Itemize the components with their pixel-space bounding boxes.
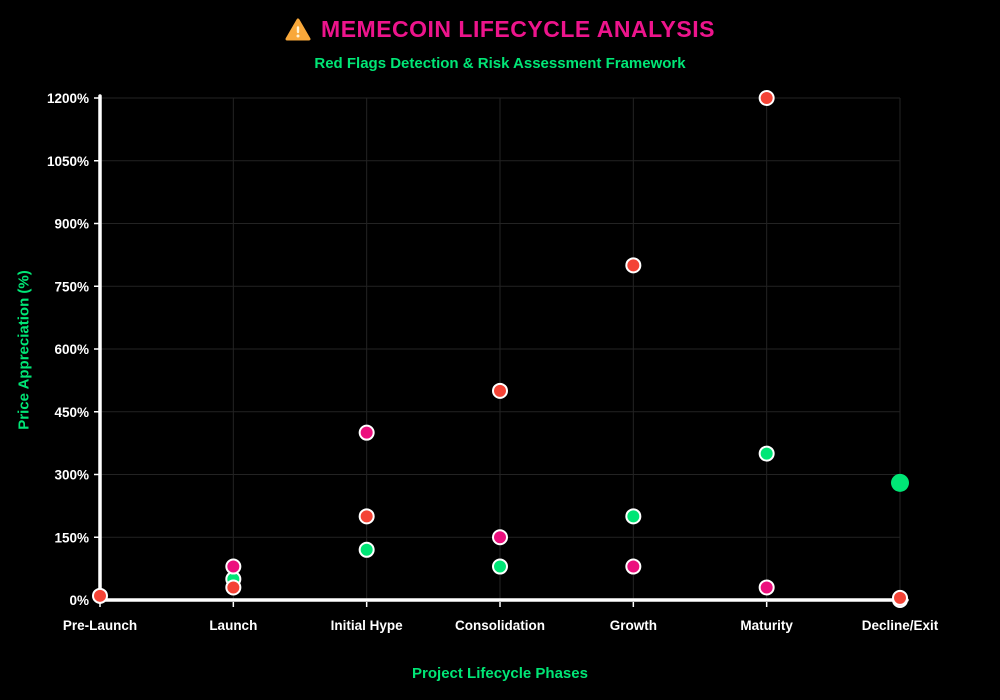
y-tick-label: 450% [54,405,89,420]
red-dots-point [758,90,775,106]
y-tick-label: 300% [54,468,89,483]
x-tick-label: Launch [209,618,257,633]
magenta-dots-point [758,579,775,596]
green-dots-point [625,508,642,525]
y-tick-label: 750% [54,279,89,294]
y-tick-label: 600% [54,342,89,357]
y-tick-label: 1050% [47,154,89,169]
red-dots-point [492,382,508,399]
magenta-dots-point [358,424,375,441]
red-dots-point [92,587,108,604]
x-axis-title: Project Lifecycle Phases [412,665,588,682]
red-dots-point [892,589,908,606]
magenta-dots-point [225,558,242,575]
chart-subtitle: Red Flags Detection & Risk Assessment Fr… [314,55,686,72]
y-tick-label: 1200% [47,91,89,106]
red-dots-point [225,579,242,596]
y-tick-label: 150% [54,530,89,545]
magenta-dots-point [625,558,642,575]
x-tick-label: Initial Hype [331,618,404,633]
x-tick-label: Decline/Exit [862,618,939,633]
red-dots-point [625,257,642,274]
green-dots-point [758,445,775,462]
x-tick-label: Growth [610,618,657,633]
chart-title: MEMECOIN LIFECYCLE ANALYSIS [321,16,715,42]
warning-icon [285,18,311,42]
magenta-dots-point [492,529,508,546]
x-tick-label: Consolidation [455,618,545,633]
chart-title-row: MEMECOIN LIFECYCLE ANALYSIS [0,16,1000,43]
y-tick-label: 0% [69,593,89,608]
x-tick-label: Maturity [740,618,793,633]
x-tick-label: Pre-Launch [63,618,137,633]
red-dots-point [358,508,375,525]
green-dots-point [891,473,909,492]
green-dots-point [492,558,508,575]
y-tick-label: 900% [54,217,89,232]
green-dots-point [358,541,375,558]
